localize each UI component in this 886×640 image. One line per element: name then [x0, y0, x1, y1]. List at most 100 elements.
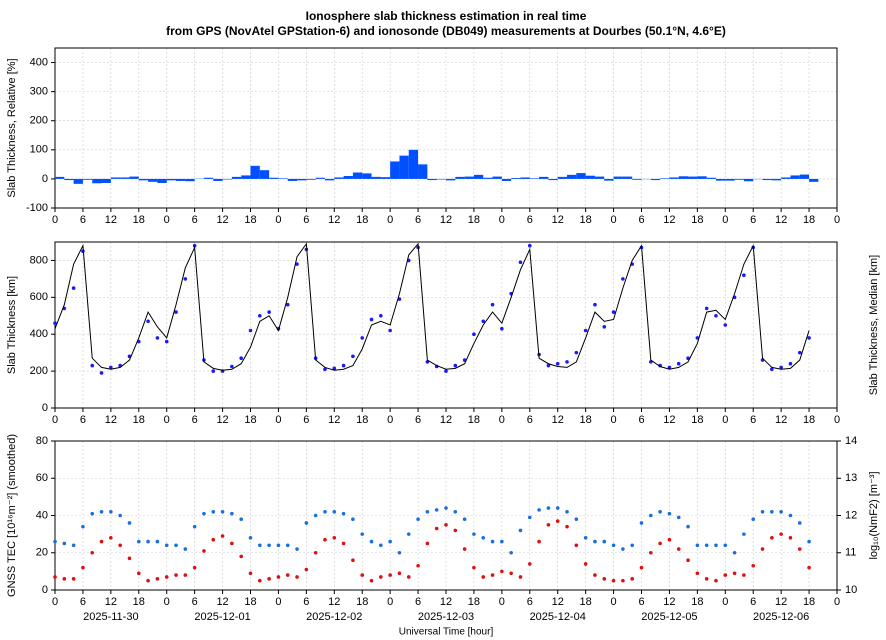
y-tick-label: 60: [36, 472, 48, 484]
date-label: 2025-12-05: [641, 611, 697, 623]
point: [751, 517, 756, 522]
point: [90, 511, 95, 516]
bar: [632, 178, 642, 180]
point: [639, 565, 644, 570]
point: [127, 521, 132, 525]
point: [797, 350, 802, 355]
point: [323, 367, 327, 372]
plot-frame: [54, 241, 838, 409]
y-tick-label: 800: [30, 254, 48, 266]
y2-axis-label: Slab Thickness, Median [km]: [868, 255, 880, 395]
y2-tick-label: 14: [845, 435, 857, 447]
bar: [148, 178, 158, 182]
point: [136, 571, 141, 576]
x-tick-label: 6: [527, 214, 533, 226]
point: [127, 556, 132, 561]
bar: [203, 177, 214, 179]
point: [304, 567, 309, 572]
x-tick-label: 0: [499, 214, 505, 226]
x-tick-label: 0: [387, 214, 393, 226]
point: [136, 539, 141, 544]
point: [397, 550, 402, 555]
point: [658, 509, 662, 514]
date-label: 2025-12-06: [753, 611, 809, 623]
bar: [455, 176, 465, 179]
x-tick-label: 18: [468, 414, 480, 426]
point: [667, 365, 672, 370]
bar: [287, 178, 298, 181]
x-tick-label: 6: [638, 214, 644, 226]
bar: [613, 176, 623, 179]
x-tick-label: 6: [80, 214, 86, 226]
point: [453, 509, 458, 514]
x-tick-label: 18: [133, 596, 145, 608]
x-tick-label: 12: [440, 414, 452, 426]
y2-tick-label: 13: [845, 472, 857, 484]
point: [704, 543, 709, 548]
bar: [539, 176, 549, 179]
point: [81, 565, 85, 570]
point: [174, 310, 178, 314]
point: [509, 550, 513, 555]
x-tick-label: 18: [356, 214, 368, 226]
point: [462, 547, 467, 551]
point: [360, 336, 365, 340]
point: [565, 360, 569, 364]
bar: [715, 178, 726, 181]
y-tick-label: 0: [42, 173, 48, 185]
point: [267, 310, 271, 314]
point: [53, 321, 57, 325]
bar: [567, 174, 577, 179]
point: [211, 509, 216, 514]
point: [639, 521, 644, 525]
point: [732, 571, 737, 576]
point: [258, 313, 262, 318]
x-tick-label: 18: [691, 596, 703, 608]
point: [155, 336, 160, 340]
point: [723, 323, 728, 327]
x-tick-label: 0: [834, 214, 840, 226]
point: [192, 243, 197, 248]
point: [118, 513, 122, 518]
bar: [343, 176, 353, 179]
date-label: 2025-11-30: [83, 611, 138, 623]
y2-tick-label: 11: [845, 547, 856, 559]
point: [285, 573, 290, 577]
x-tick-label: 12: [552, 214, 564, 226]
point: [109, 365, 113, 370]
x-tick-label: 0: [164, 414, 170, 426]
point: [183, 277, 188, 281]
point: [807, 336, 811, 340]
point: [146, 319, 150, 324]
point: [481, 319, 486, 324]
bar: [362, 173, 372, 179]
point: [602, 325, 607, 329]
bar: [473, 174, 484, 179]
point: [164, 575, 169, 579]
x-tick-label: 12: [105, 214, 117, 226]
point: [565, 524, 569, 529]
point: [434, 526, 439, 531]
y-tick-label: 600: [30, 291, 48, 303]
bar: [222, 178, 232, 180]
point: [313, 550, 318, 555]
point: [323, 537, 327, 542]
point: [90, 550, 95, 555]
bar: [660, 178, 670, 179]
point: [379, 575, 383, 579]
point: [155, 539, 160, 544]
x-tick-label: 18: [133, 214, 145, 226]
bar: [594, 176, 605, 179]
point: [53, 575, 57, 579]
bar: [762, 178, 772, 181]
x-tick-label: 6: [192, 214, 198, 226]
x-tick-label: 12: [663, 596, 675, 608]
point: [704, 306, 709, 311]
point: [574, 543, 579, 548]
x-tick-label: 6: [303, 214, 309, 226]
point: [770, 367, 774, 372]
point: [527, 562, 532, 566]
bar: [138, 178, 149, 181]
bar: [418, 164, 428, 179]
